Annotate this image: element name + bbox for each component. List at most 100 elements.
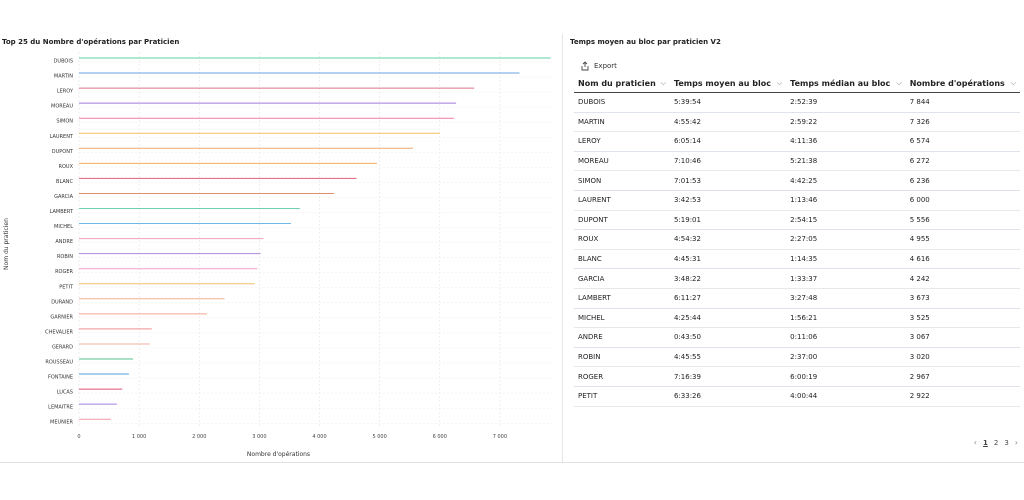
table-row[interactable]: ROGER 7:16:39 6:00:19 2 967 (574, 366, 1020, 387)
table-cell: 0:43:50 (669, 327, 787, 348)
category-label: SIMON (56, 119, 73, 125)
prev-page-button[interactable]: ‹ (973, 438, 977, 447)
chevron-down-icon: ⌵ (1010, 78, 1016, 87)
table-cell: MARTIN (574, 112, 670, 133)
table-cell: 4:55:42 (669, 112, 787, 133)
table-cell: 2 967 (905, 366, 1020, 387)
table-cell: 4 616 (905, 249, 1020, 270)
table-cell: ANDRE (574, 327, 670, 348)
table-row[interactable]: LEROY 6:05:14 4:11:36 6 574 (574, 131, 1020, 152)
x-tick-label: 4 000 (312, 434, 326, 440)
table-cell: 2:27:05 (786, 229, 906, 250)
table-cell: 7:10:46 (669, 151, 787, 172)
table-row[interactable]: LAURENT 3:42:53 1:13:46 6 000 (574, 190, 1020, 211)
chart-title: Top 25 du Nombre d'opérations par Pratic… (2, 38, 180, 46)
table-cell: 7:01:53 (669, 170, 787, 191)
table-cell: 3:27:48 (786, 288, 906, 309)
table-cell: 1:14:35 (786, 249, 906, 270)
export-label: Export (594, 62, 617, 70)
table-cell: 4:25:44 (669, 308, 787, 329)
page-1-button[interactable]: 1 (982, 438, 988, 447)
table-row[interactable]: DUBOIS 5:39:54 2:52:39 7 844 (574, 92, 1020, 113)
table-cell: PETIT (574, 386, 670, 407)
table-cell: 3 067 (905, 327, 1020, 348)
table-cell: 6:33:26 (669, 386, 787, 407)
table-cell: 1:33:37 (786, 268, 906, 289)
column-header-praticien[interactable]: Nom du praticien ⌵ (574, 74, 670, 93)
next-page-button[interactable]: › (1014, 438, 1018, 447)
table-cell: LAURENT (574, 190, 670, 211)
table-cell: 7 326 (905, 112, 1020, 133)
export-icon (581, 61, 589, 71)
table-cell: MOREAU (574, 151, 670, 172)
table-cell: 6 574 (905, 131, 1020, 152)
table-cell: 2:37:00 (786, 347, 906, 368)
category-label: DURAND (51, 299, 73, 305)
table-row[interactable]: GARCIA 3:48:22 1:33:37 4 242 (574, 268, 1020, 289)
table-cell: 1:13:46 (786, 190, 906, 211)
category-label: CHEVALIER (45, 329, 73, 335)
table-header-row: Nom du praticien ⌵ Temps moyen au bloc ⌵ T… (574, 74, 1020, 93)
table-cell: 5 556 (905, 210, 1020, 231)
category-label: BLANC (56, 179, 73, 185)
table-cell: ROUX (574, 229, 670, 250)
table-cell: BLANC (574, 249, 670, 270)
category-label: GERARD (52, 344, 73, 350)
pagination: ‹ 1 2 3 › (974, 438, 1018, 447)
page-2-button[interactable]: 2 (993, 438, 999, 447)
category-label: LAMBERT (50, 209, 74, 215)
table-cell: 2:52:39 (786, 92, 906, 113)
table-cell: 3 020 (905, 347, 1020, 368)
category-label: LEROY (57, 89, 74, 95)
category-label: ROGER (55, 269, 73, 275)
bottom-divider (0, 462, 1024, 463)
table-cell: 4:45:55 (669, 347, 787, 368)
column-header-temps-median[interactable]: Temps médian au bloc ⌵ (786, 74, 906, 93)
table-cell: 4:45:31 (669, 249, 787, 270)
table-row[interactable]: MOREAU 7:10:46 5:21:38 6 272 (574, 151, 1020, 172)
table-row[interactable]: MICHEL 4:25:44 1:56:21 3 525 (574, 308, 1020, 329)
table-row[interactable]: DUPONT 5:19:01 2:54:15 5 556 (574, 210, 1020, 231)
table-cell: GARCIA (574, 268, 670, 289)
export-button[interactable]: Export (580, 61, 617, 71)
table-row[interactable]: ROBIN 4:45:55 2:37:00 3 020 (574, 347, 1020, 368)
table-row[interactable]: PETIT 6:33:26 4:00:44 2 922 (574, 386, 1020, 407)
table-cell: ROGER (574, 366, 670, 387)
x-tick-label: 5 000 (372, 434, 386, 440)
table-row[interactable]: ROUX 4:54:32 2:27:05 4 955 (574, 229, 1020, 250)
category-label: LEMAITRE (48, 405, 73, 411)
table-row[interactable]: MARTIN 4:55:42 2:59:22 7 326 (574, 112, 1020, 133)
table-cell: 3 525 (905, 308, 1020, 329)
table-cell: 2 922 (905, 386, 1020, 407)
table-cell: DUBOIS (574, 92, 670, 113)
category-label: PETIT (59, 284, 74, 290)
x-tick-label: 3 000 (252, 434, 266, 440)
table-cell: LEROY (574, 131, 670, 152)
page-3-button[interactable]: 3 (1004, 438, 1009, 447)
category-label: MOREAU (51, 104, 73, 110)
column-header-nombre-operations[interactable]: Nombre d'opérations ⌵ (905, 74, 1020, 93)
chevron-down-icon: ⌵ (660, 78, 666, 87)
y-axis-title: Nom du praticien (3, 218, 10, 270)
table-row[interactable]: LAMBERT 6:11:27 3:27:48 3 673 (574, 288, 1020, 309)
table-cell: 3 673 (905, 288, 1020, 309)
category-label: ROBIN (57, 254, 73, 260)
category-label: ROUX (59, 164, 74, 170)
table-cell: 4:42:25 (786, 170, 906, 191)
table-row[interactable]: BLANC 4:45:31 1:14:35 4 616 (574, 249, 1020, 270)
table-cell: 0:11:06 (786, 327, 906, 348)
x-tick-label: 2 000 (192, 434, 206, 440)
table-cell: 4:11:36 (786, 131, 906, 152)
table-row[interactable]: SIMON 7:01:53 4:42:25 6 236 (574, 170, 1020, 191)
table-cell: ROBIN (574, 347, 670, 368)
column-header-temps-moyen[interactable]: Temps moyen au bloc ⌵ (669, 74, 787, 93)
bar-chart: 0 1 000 2 000 3 000 4 000 5 000 6 000 7 000 DUBO… (3, 52, 554, 458)
table-cell: 7:16:39 (669, 366, 787, 387)
table-row[interactable]: ANDRE 0:43:50 0:11:06 3 067 (574, 327, 1020, 348)
table-cell: 4 242 (905, 268, 1020, 289)
table-cell: 3:42:53 (669, 190, 787, 211)
table-cell: 3:48:22 (669, 268, 787, 289)
table-cell: 5:21:38 (786, 151, 906, 172)
table-cell: LAMBERT (574, 288, 670, 309)
table-cell: 6 000 (905, 190, 1020, 211)
